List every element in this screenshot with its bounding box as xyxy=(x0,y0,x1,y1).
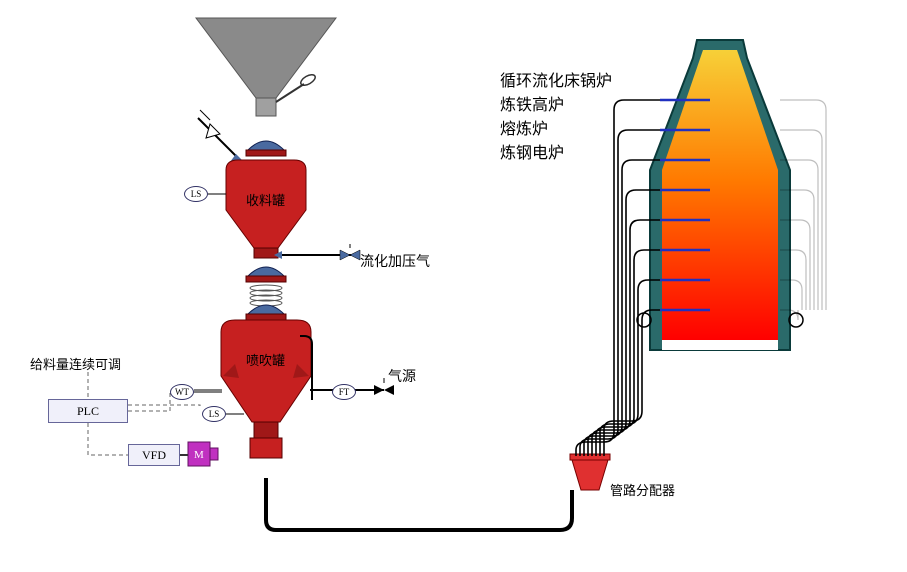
distributor-label: 管路分配器 xyxy=(610,480,675,499)
furnace-type-item: 炼铁高炉 xyxy=(500,94,612,118)
furnace-type-item: 循环流化床锅炉 xyxy=(500,70,612,94)
svg-text:M: M xyxy=(194,449,204,461)
diagram-canvas: M xyxy=(0,0,907,572)
fluidizing-gas-label: 流化加压气 xyxy=(360,251,430,271)
ft-sensor: FT xyxy=(332,384,356,400)
wt-sensor: WT xyxy=(170,384,194,400)
receiving-tank-label: 收料罐 xyxy=(246,190,285,209)
furnace-type-item: 炼钢电炉 xyxy=(500,142,612,166)
feed-adjustable-label: 给料量连续可调 xyxy=(30,354,121,373)
plc-label: PLC xyxy=(77,404,99,419)
ls-sensor-lower: LS xyxy=(202,406,226,422)
ls-sensor-upper: LS xyxy=(184,186,208,202)
vfd-label: VFD xyxy=(142,448,166,463)
furnace-type-item: 熔炼炉 xyxy=(500,118,612,142)
vfd-box: VFD xyxy=(128,444,180,466)
furnace-type-list: 循环流化床锅炉 炼铁高炉 熔炼炉 炼钢电炉 xyxy=(500,70,612,166)
plc-box: PLC xyxy=(48,399,128,423)
gas-source-label: 气源 xyxy=(388,366,416,386)
injection-tank-label: 喷吹罐 xyxy=(246,350,285,369)
